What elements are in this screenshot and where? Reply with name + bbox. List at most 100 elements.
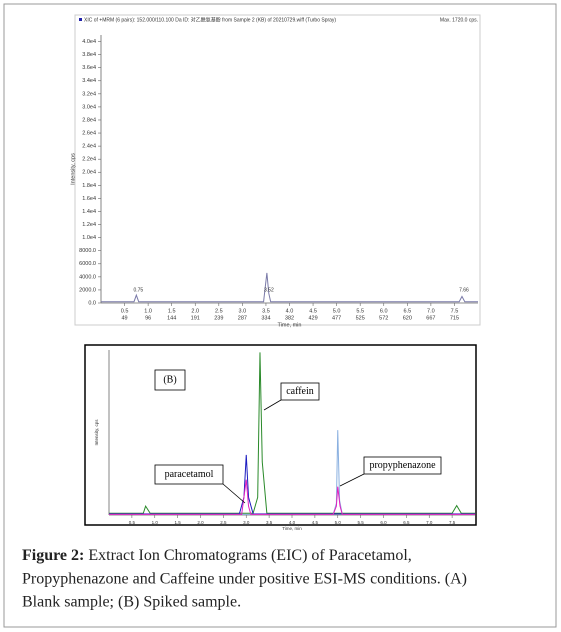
scan-label: 144 [167, 315, 176, 321]
x-tick-label: 7.0 [426, 520, 433, 525]
y-tick-label: 2.6e4 [82, 131, 96, 137]
peak-label: 0.75 [133, 287, 143, 293]
x-tick-label: 1.5 [174, 520, 181, 525]
series-line [109, 479, 475, 515]
x-tick-label: 0.5 [121, 308, 129, 314]
x-axis-label: Time, min [278, 322, 302, 328]
x-tick-label: 6.5 [403, 520, 410, 525]
annotation-box [154, 369, 186, 391]
scan-label: 572 [379, 315, 388, 321]
x-tick-label: 3.5 [266, 520, 273, 525]
scan-label: 715 [450, 315, 459, 321]
x-tick-label: 7.5 [449, 520, 456, 525]
peak-label: 7.66 [459, 287, 469, 293]
x-tick-label: 6.5 [403, 308, 411, 314]
y-tick-label: 1.8e4 [82, 183, 96, 189]
x-tick-label: 3.0 [239, 308, 247, 314]
peak-label: 3.52 [264, 287, 274, 293]
panel-b-frame [84, 344, 477, 526]
annotation-arrow [222, 483, 246, 504]
y-tick-label: 1.6e4 [82, 196, 96, 202]
x-tick-label: 3.5 [262, 308, 270, 314]
x-tick-label: 5.0 [335, 520, 342, 525]
scan-label: 239 [214, 315, 223, 321]
scan-label: 96 [145, 315, 151, 321]
x-tick-label: 1.0 [152, 520, 159, 525]
y-tick-label: 8000.0 [79, 248, 96, 254]
annotation-box [363, 456, 442, 475]
y-tick-label: 0.0 [88, 300, 96, 306]
y-tick-label: 3.4e4 [82, 78, 96, 84]
x-tick-label: 6.0 [380, 520, 387, 525]
annotation: paracetamol [165, 469, 214, 480]
annotation-box [154, 464, 224, 485]
y-tick-label: 6000.0 [79, 261, 96, 267]
panel-a-frame [74, 14, 481, 326]
series-line [109, 352, 475, 514]
scan-label: 667 [426, 315, 435, 321]
y-tick-label: 2000.0 [79, 287, 96, 293]
x-tick-label: 2.5 [220, 520, 227, 525]
caption: Figure 2: Extract Ion Chromatograms (EIC… [22, 547, 412, 564]
x-tick-label: 1.0 [144, 308, 152, 314]
y-tick-label: 3.8e4 [82, 52, 96, 58]
y-tick-label: 4.0e4 [82, 39, 96, 45]
x-tick-label: 5.5 [356, 308, 364, 314]
caption-label: Figure 2: [22, 547, 84, 564]
annotation-box [280, 382, 320, 401]
annotation: (B) [163, 374, 176, 385]
x-tick-label: 7.0 [427, 308, 435, 314]
annotation: propyphenazone [369, 460, 436, 471]
x-tick-label: 2.5 [215, 308, 223, 314]
scan-label: 191 [191, 315, 200, 321]
x-tick-label: 4.0 [289, 520, 296, 525]
x-tick-label: 2.0 [191, 308, 199, 314]
x-tick-label: 7.5 [451, 308, 459, 314]
y-tick-label: 4000.0 [79, 274, 96, 280]
y-tick-label: 3.2e4 [82, 91, 96, 97]
x-tick-label: 1.5 [168, 308, 176, 314]
scan-label: 525 [356, 315, 365, 321]
x-tick-label: 5.0 [333, 308, 341, 314]
caption-line: Blank sample; (B) Spiked sample. [22, 594, 241, 611]
x-tick-label: 4.5 [312, 520, 319, 525]
annotation-arrow [339, 473, 365, 487]
caption-line: Propyphenazone and Caffeine under positi… [22, 571, 467, 588]
y-tick-label: 1.4e4 [82, 209, 96, 215]
title-marker [79, 18, 82, 21]
scan-label: 620 [403, 315, 412, 321]
scan-label: 334 [261, 315, 270, 321]
x-tick-label: 0.5 [129, 520, 136, 525]
y-tick-label: 3.6e4 [82, 65, 96, 71]
y-tick-label: 2.8e4 [82, 117, 96, 123]
x-tick-label: 2.0 [197, 520, 204, 525]
chart-subtitle: Max. 1720.0 cps. [440, 17, 478, 23]
scan-label: 477 [332, 315, 341, 321]
x-axis-label: Time, min [282, 526, 302, 531]
y-tick-label: 1.0e4 [82, 235, 96, 241]
y-tick-label: 1.2e4 [82, 222, 96, 228]
x-tick-label: 6.0 [380, 308, 388, 314]
y-axis-label: Intensity, cps [70, 153, 76, 185]
y-axis-label: Intensity, cps [94, 419, 99, 446]
chart-title: XIC of +MRM (6 pairs): 152.000/110.100 D… [84, 16, 336, 23]
scan-label: 429 [308, 315, 317, 321]
annotation: caffein [286, 386, 314, 397]
x-tick-label: 4.0 [286, 308, 294, 314]
scan-label: 287 [238, 315, 247, 321]
y-tick-label: 2.2e4 [82, 157, 96, 163]
figure-frame [3, 3, 557, 628]
x-tick-label: 5.5 [357, 520, 364, 525]
series-line [101, 272, 478, 303]
y-tick-label: 3.0e4 [82, 104, 96, 110]
annotation-arrow [263, 399, 282, 411]
x-tick-label: 4.5 [309, 308, 317, 314]
x-tick-label: 3.0 [243, 520, 250, 525]
y-tick-label: 2.0e4 [82, 170, 96, 176]
scan-label: 49 [122, 315, 128, 321]
caption-line: Extract Ion Chromatograms (EIC) of Parac… [88, 547, 411, 564]
y-tick-label: 2.4e4 [82, 144, 96, 150]
scan-label: 382 [285, 315, 294, 321]
series-line [109, 454, 475, 515]
